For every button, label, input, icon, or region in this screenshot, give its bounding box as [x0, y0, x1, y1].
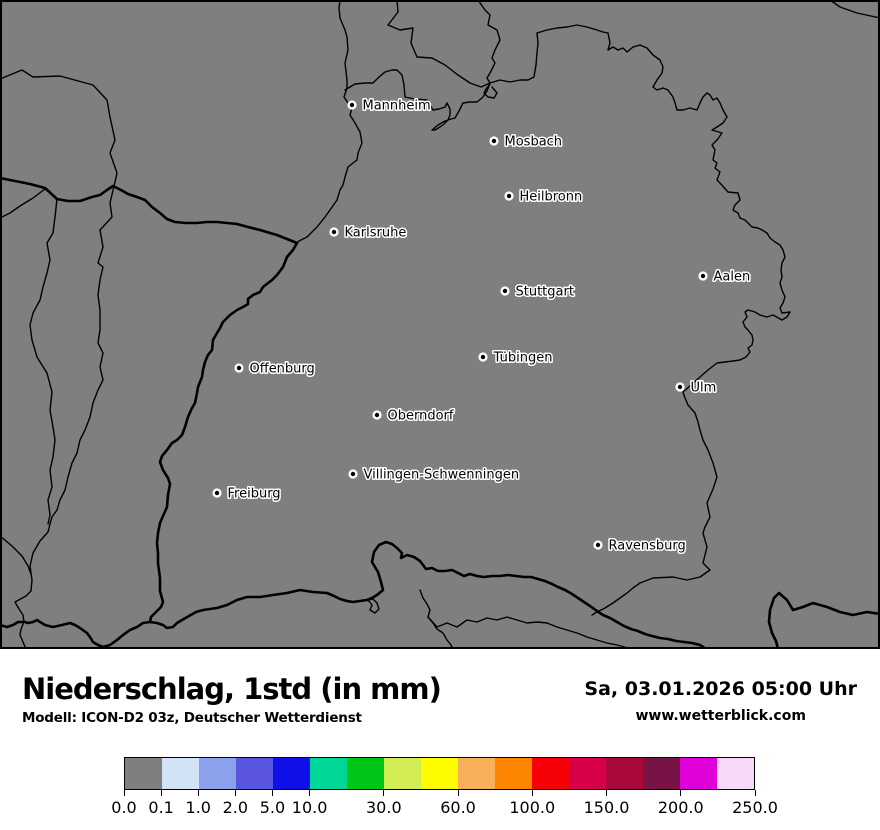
color-scale-segment: [421, 758, 458, 789]
scale-tick-label: 0.1: [148, 798, 174, 817]
color-scale-segment: [310, 758, 347, 789]
scale-tick-label: 60.0: [440, 798, 476, 817]
scale-tick: [606, 790, 608, 796]
border-line-thin: [0, 69, 118, 183]
city-marker: [212, 488, 222, 498]
border-line-thin: [0, 535, 32, 575]
scale-tick-label: 150.0: [583, 798, 630, 817]
scale-tick: [197, 790, 199, 796]
city-label: Freiburg: [228, 487, 281, 502]
scale-tick: [271, 790, 273, 796]
scale-tick-label: 200.0: [657, 798, 704, 817]
border-line-thin: [427, 616, 629, 649]
map-background: [0, 0, 880, 649]
website-url: www.wetterblick.com: [635, 708, 806, 724]
city-label: Ulm: [691, 381, 717, 396]
color-scale-segment: [199, 758, 236, 789]
city-label: Stuttgart: [516, 285, 574, 300]
city-label: Heilbronn: [520, 190, 583, 205]
city-marker: [504, 191, 514, 201]
city-label: Mosbach: [505, 135, 563, 150]
scale-tick: [383, 790, 385, 796]
border-line-thin: [483, 83, 498, 99]
color-scale-segment: [347, 758, 384, 789]
scale-tick-label: 2.0: [222, 798, 249, 817]
color-scale-segment: [162, 758, 199, 789]
city-label: Offenburg: [250, 362, 315, 377]
color-scale-segment: [532, 758, 569, 789]
city-marker: [234, 363, 244, 373]
color-scale-segment: [717, 758, 754, 789]
border-line-thin: [344, 69, 491, 131]
city-marker: [372, 410, 382, 420]
scale-tick-label: 30.0: [366, 798, 402, 817]
color-scale-segment: [569, 758, 606, 789]
border-line-thin: [367, 598, 380, 614]
scale-tick-label: 5.0: [259, 798, 286, 817]
scale-tick: [754, 790, 756, 796]
scale-tick: [531, 790, 533, 796]
scale-tick-label: 10.0: [291, 798, 328, 817]
color-scale-bar: [124, 757, 755, 790]
city-marker: [675, 382, 685, 392]
valid-datetime: Sa, 03.01.2026 05:00 Uhr: [584, 678, 857, 700]
scale-tick: [123, 790, 125, 796]
border-line-thin: [29, 198, 58, 525]
precipitation-map: Mannheim Mosbach Heilbronn Karlsruhe Stuttga…: [0, 0, 880, 649]
city-marker: [347, 100, 357, 110]
color-scale-segment: [384, 758, 421, 789]
color-scale-segment: [680, 758, 717, 789]
scale-tick-label: 0.0: [111, 798, 137, 817]
caption-right: Sa, 03.01.2026 05:00 Uhr www.wetterblick…: [584, 678, 857, 724]
city-marker: [489, 136, 499, 146]
scale-tick: [309, 790, 311, 796]
scale-tick-label: 250.0: [732, 798, 778, 817]
color-scale-segment: [606, 758, 643, 789]
border-line-bold: [0, 176, 299, 649]
city-marker: [329, 227, 339, 237]
caption-left: Niederschlag, 1std (in mm) Modell: ICON-…: [22, 672, 442, 726]
color-scale-segment: [236, 758, 273, 789]
city-marker: [698, 271, 708, 281]
city-marker: [348, 469, 358, 479]
city-label: Karlsruhe: [345, 226, 407, 241]
city-label: Mannheim: [363, 99, 431, 114]
city-marker: [478, 352, 488, 362]
map-svg: Mannheim Mosbach Heilbronn Karlsruhe Stuttga…: [0, 0, 880, 649]
city-marker: [593, 540, 603, 550]
scale-tick-label: 100.0: [509, 798, 556, 817]
border-line-thin: [489, 24, 791, 616]
city-label: Oberndorf: [388, 409, 454, 424]
color-scale-segment: [643, 758, 680, 789]
color-scale-segment: [458, 758, 495, 789]
city-label: Tübingen: [493, 351, 553, 366]
city-label: Aalen: [714, 270, 751, 285]
border-line-thin: [477, 0, 501, 84]
border-line-bold: [148, 540, 708, 649]
scale-tick: [680, 790, 682, 796]
map-frame: [0, 0, 880, 649]
color-scale-segment: [273, 758, 310, 789]
color-scale-segment: [495, 758, 532, 789]
border-line-thin: [0, 188, 46, 219]
border-line-thin: [49, 181, 116, 525]
color-scale-segment: [125, 758, 162, 789]
city-label: Ravensburg: [609, 539, 686, 554]
city-label: Villingen-Schwenningen: [364, 468, 520, 483]
scale-tick-label: 1.0: [185, 798, 211, 817]
border-line-bold: [767, 591, 880, 649]
page-title: Niederschlag, 1std (in mm): [22, 672, 442, 706]
scale-tick: [234, 790, 236, 796]
city-marker: [500, 286, 510, 296]
scale-tick: [160, 790, 162, 796]
model-info: Modell: ICON-D2 03z, Deutscher Wetterdie…: [22, 710, 362, 726]
border-line-thin: [387, 0, 491, 88]
precip-color-scale: 0.0 0.1 1.0 2.0 5.0 10.0 30.0 60.0 100.0 150.0 200…: [111, 757, 778, 817]
border-line-thin: [296, 0, 363, 244]
border-line-thin: [14, 523, 51, 649]
scale-tick: [457, 790, 459, 796]
border-line-thin: [829, 0, 880, 19]
